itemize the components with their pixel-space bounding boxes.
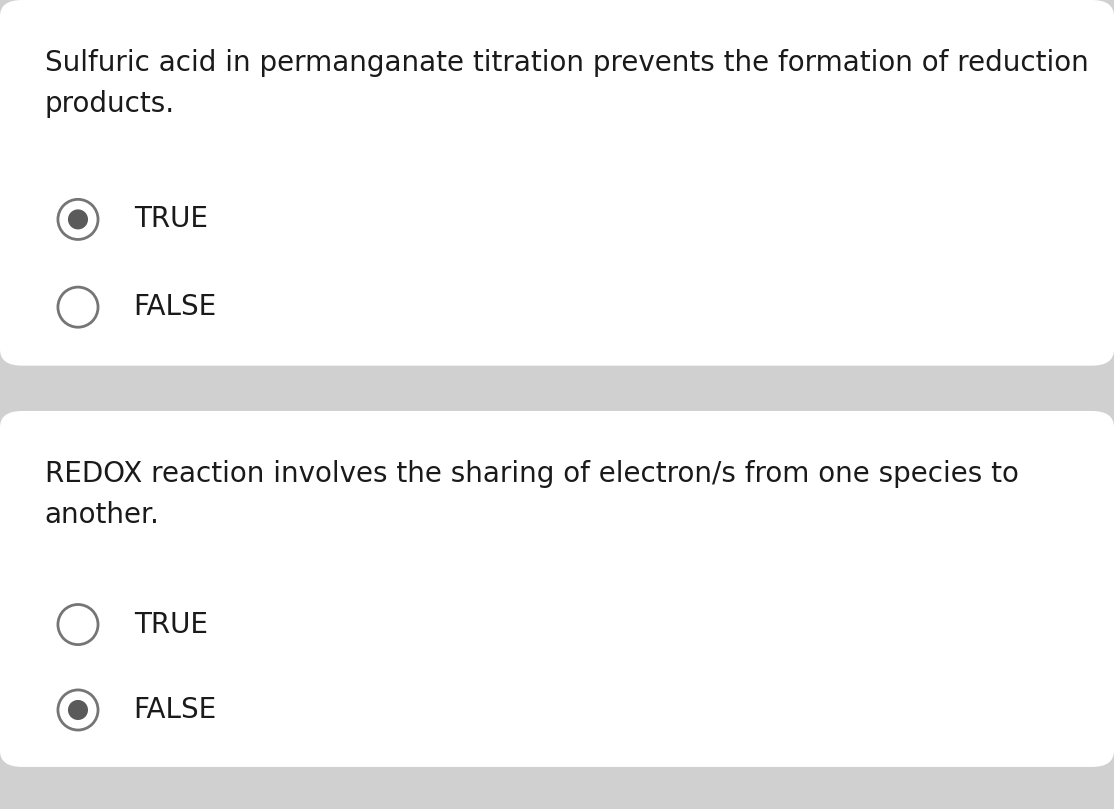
Text: Sulfuric acid in permanganate titration prevents the formation of reduction
prod: Sulfuric acid in permanganate titration …: [45, 49, 1088, 118]
Text: TRUE: TRUE: [134, 205, 207, 234]
Text: REDOX reaction involves the sharing of electron/s from one species to
another.: REDOX reaction involves the sharing of e…: [45, 460, 1018, 529]
Text: FALSE: FALSE: [134, 293, 217, 321]
FancyBboxPatch shape: [0, 411, 1114, 767]
Text: TRUE: TRUE: [134, 611, 207, 638]
Ellipse shape: [68, 210, 88, 230]
Ellipse shape: [68, 700, 88, 720]
FancyBboxPatch shape: [0, 0, 1114, 366]
Text: FALSE: FALSE: [134, 696, 217, 724]
